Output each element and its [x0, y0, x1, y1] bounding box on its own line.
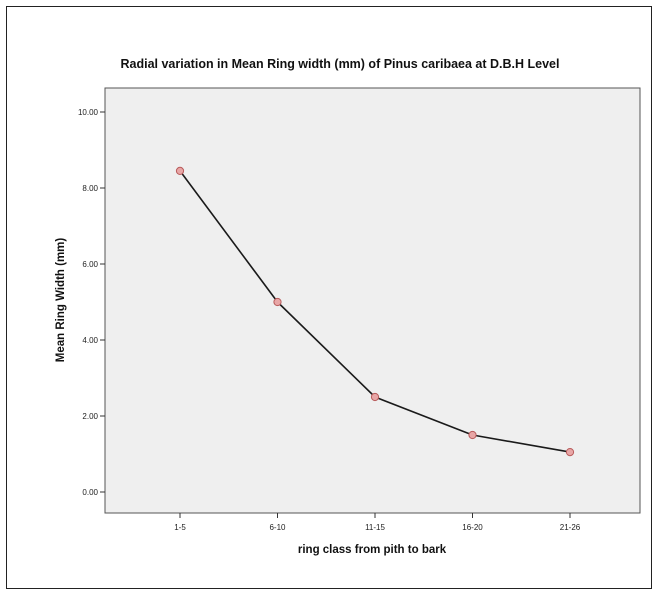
data-point	[565, 448, 575, 457]
x-tick-label: 21-26	[560, 523, 581, 532]
data-point	[175, 166, 185, 175]
data-point	[273, 297, 282, 307]
chart-title: Radial variation in Mean Ring width (mm)…	[121, 57, 560, 71]
x-tick-label: 11-15	[365, 523, 385, 532]
x-axis-title: ring class from pith to bark	[298, 544, 447, 556]
y-tick-label: 2.00	[82, 412, 98, 421]
y-axis-title: Mean Ring Width (mm)	[55, 238, 67, 363]
y-tick-label: 6.00	[82, 260, 98, 269]
y-tick-label: 10.00	[78, 108, 99, 117]
y-tick-label: 8.00	[82, 184, 98, 193]
x-tick-label: 16-20	[462, 523, 483, 532]
y-axis: 0.00 2.00 4.00 6.00 8.00 10.00	[78, 108, 105, 497]
series-layer	[175, 166, 575, 457]
y-tick-label: 0.00	[82, 488, 98, 497]
x-axis: 1-5 6-10 11-15 16-20 21-26	[174, 513, 581, 532]
y-tick-label: 4.00	[82, 336, 98, 345]
data-point	[468, 430, 477, 440]
x-tick-label: 1-5	[174, 523, 186, 532]
plot-area	[104, 87, 641, 514]
data-point	[370, 392, 380, 402]
x-tick-label: 6-10	[269, 523, 286, 532]
